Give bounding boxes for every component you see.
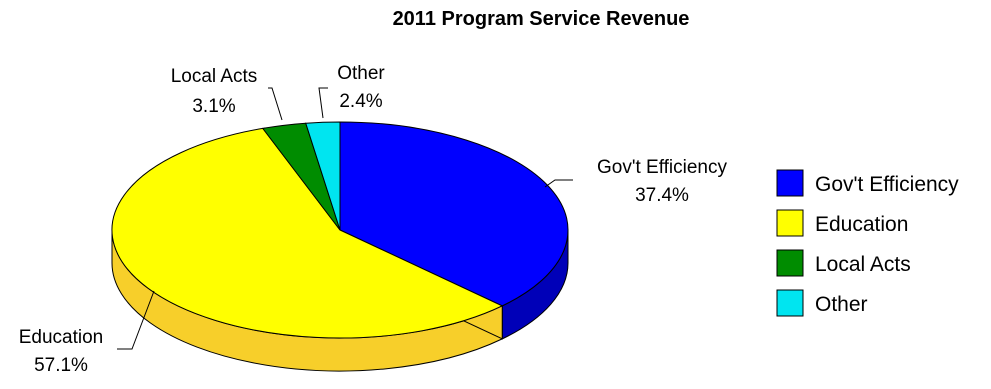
legend-label-gov-t-efficiency: Gov't Efficiency xyxy=(815,173,959,196)
legend-swatch-local-acts xyxy=(776,249,804,277)
leader-line-education xyxy=(117,290,155,350)
data-label-name-local-acts: Local Acts xyxy=(171,66,258,87)
slice-gov-t-efficiency xyxy=(339,121,569,307)
legend-label-other: Other xyxy=(815,293,868,316)
leader-line-local-acts xyxy=(268,87,283,121)
data-label-name-other: Other xyxy=(337,63,385,84)
legend-swatch-other xyxy=(776,289,804,317)
data-label-value-other: 2.4% xyxy=(339,91,382,112)
data-label-value-education: 57.1% xyxy=(34,355,88,376)
legend-label-local-acts: Local Acts xyxy=(815,253,911,276)
data-label-value-gov-t-efficiency: 37.4% xyxy=(635,185,689,206)
data-label-name-education: Education xyxy=(19,327,104,348)
legend-swatch-gov-t-efficiency xyxy=(776,169,804,197)
data-label-name-gov-t-efficiency: Gov't Efficiency xyxy=(597,157,727,178)
slice-education xyxy=(111,127,504,339)
pie-slices xyxy=(111,121,569,339)
leader-lines xyxy=(117,87,573,350)
legend-swatch-education xyxy=(776,209,804,237)
slice-labels: Gov't Efficiency 37.4% Education 57.1% Local… xyxy=(19,63,728,376)
chart-title: 2011 Program Service Revenue xyxy=(393,8,690,30)
legend: Gov't Efficiency Education Local Acts Other xyxy=(776,169,959,317)
data-label-value-local-acts: 3.1% xyxy=(192,96,235,117)
slice-other xyxy=(305,121,341,231)
leader-line-other xyxy=(318,87,328,119)
leader-line-gov-t-efficiency xyxy=(544,179,573,188)
legend-label-education: Education xyxy=(815,213,908,236)
